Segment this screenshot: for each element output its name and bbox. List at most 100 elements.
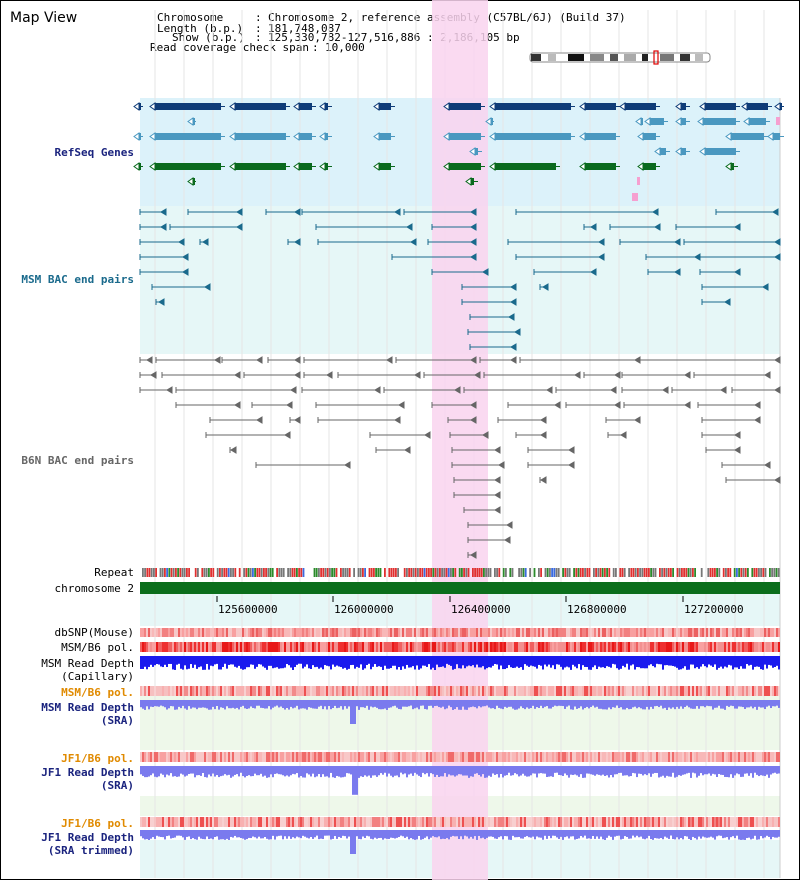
heat-cell xyxy=(612,686,614,696)
heat-cell xyxy=(730,628,732,637)
depth-bar xyxy=(452,766,454,776)
heat-cell xyxy=(318,686,320,696)
depth-bar xyxy=(668,830,670,839)
depth-bar xyxy=(440,830,442,840)
track-label-msm-b6-pol[interactable]: MSM/B6 pol. xyxy=(61,641,134,654)
heat-cell xyxy=(640,817,642,827)
track-label-refseq[interactable]: RefSeq Genes xyxy=(54,146,134,159)
track-label-msm-depth-cap-1[interactable]: MSM Read Depth xyxy=(41,657,134,670)
heat-cell xyxy=(548,642,550,652)
repeat-mark xyxy=(406,568,408,577)
track-label-jf1-b6-pol-trim[interactable]: JF1/B6 pol. xyxy=(61,817,134,830)
heat-cell xyxy=(280,686,282,696)
depth-bar xyxy=(160,700,162,706)
track-label-msm-depth-cap-2[interactable]: (Capillary) xyxy=(61,670,134,683)
depth-bar xyxy=(532,830,534,837)
heat-cell xyxy=(244,817,246,827)
heat-cell xyxy=(528,686,530,696)
track-label-msm-bac[interactable]: MSM BAC end pairs xyxy=(21,273,134,286)
depth-bar xyxy=(490,700,492,709)
depth-bar xyxy=(286,830,288,839)
heat-cell xyxy=(156,817,158,827)
heat-cell xyxy=(442,628,444,637)
heat-cell xyxy=(250,628,252,637)
heat-cell xyxy=(522,752,524,762)
depth-bar xyxy=(590,766,592,775)
heat-cell xyxy=(476,642,478,652)
depth-bar xyxy=(226,766,228,776)
heat-cell xyxy=(672,686,674,696)
heat-cell xyxy=(694,752,696,762)
chromosome-ideogram[interactable] xyxy=(529,50,711,65)
heat-cell xyxy=(344,642,346,652)
track-label-b6n-bac[interactable]: B6N BAC end pairs xyxy=(21,454,134,467)
depth-bar xyxy=(316,830,318,836)
depth-bar xyxy=(372,830,374,840)
track-label-chromosome[interactable]: chromosome 2 xyxy=(54,582,134,595)
heat-cell xyxy=(220,628,222,637)
heat-cell xyxy=(776,686,778,696)
bac-end xyxy=(508,313,515,321)
heat-cell xyxy=(570,628,572,637)
depth-bar xyxy=(720,656,722,667)
heat-cell xyxy=(192,628,194,637)
track-label-msm-depth-sra-2[interactable]: (SRA) xyxy=(100,714,134,727)
track-label-dbsnp[interactable]: dbSNP(Mouse) xyxy=(54,626,134,639)
depth-bar xyxy=(580,830,582,837)
depth-bar xyxy=(330,656,332,670)
heat-cell xyxy=(576,817,578,827)
depth-bar xyxy=(532,700,534,706)
heat-cell xyxy=(462,817,464,827)
depth-bar xyxy=(556,700,558,707)
heat-cell xyxy=(318,817,320,827)
heat-cell xyxy=(368,642,370,652)
heat-cell xyxy=(556,686,558,696)
track-label-jf1-b6-pol[interactable]: JF1/B6 pol. xyxy=(61,752,134,765)
depth-bar xyxy=(400,830,402,836)
track-label-repeat[interactable]: Repeat xyxy=(94,566,134,579)
depth-bar xyxy=(184,830,186,840)
heat-cell xyxy=(224,686,226,696)
heat-cell xyxy=(332,642,334,652)
heat-cell xyxy=(470,752,472,762)
heat-cell xyxy=(240,628,242,637)
track-label-jf1-depth-1[interactable]: JF1 Read Depth xyxy=(41,766,134,779)
depth-bar xyxy=(276,830,278,837)
heat-cell xyxy=(362,628,364,637)
depth-bar xyxy=(302,656,304,669)
repeat-mark xyxy=(258,568,261,577)
depth-bar xyxy=(300,700,302,709)
repeat-mark xyxy=(639,568,641,577)
heat-cell xyxy=(190,642,192,652)
depth-bar xyxy=(506,830,508,837)
repeat-mark xyxy=(615,568,617,577)
heat-cell xyxy=(166,817,168,827)
heat-cell xyxy=(702,642,704,652)
heat-cell xyxy=(200,628,202,637)
heat-cell xyxy=(456,686,458,696)
heat-cell xyxy=(734,817,736,827)
heat-cell xyxy=(528,752,530,762)
heat-cell xyxy=(516,628,518,637)
track-label-jf1-depth-2[interactable]: (SRA) xyxy=(100,779,134,792)
heat-cell xyxy=(672,628,674,637)
depth-bar xyxy=(344,656,346,668)
depth-bar xyxy=(554,656,556,670)
depth-bar xyxy=(418,766,420,776)
depth-bar xyxy=(728,830,730,840)
track-label-msm-b6-pol-sra[interactable]: MSM/B6 pol. xyxy=(61,686,134,699)
heat-cell xyxy=(250,642,252,652)
track-label-jf1-depth-trim-1[interactable]: JF1 Read Depth xyxy=(41,831,134,844)
depth-bar xyxy=(458,766,460,775)
depth-bar xyxy=(190,766,192,774)
bac-end xyxy=(394,208,401,216)
depth-bar xyxy=(404,700,406,707)
heat-cell xyxy=(700,752,702,762)
heat-cell xyxy=(756,628,758,637)
depth-bar xyxy=(752,766,754,778)
track-label-msm-depth-sra-1[interactable]: MSM Read Depth xyxy=(41,701,134,714)
track-label-jf1-depth-trim-2[interactable]: (SRA trimmed) xyxy=(47,844,134,857)
heat-cell xyxy=(614,686,616,696)
depth-bar xyxy=(308,830,310,839)
